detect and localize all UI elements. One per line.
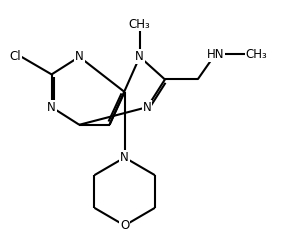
Text: CH₃: CH₃ [246, 48, 267, 61]
Text: O: O [120, 219, 129, 232]
Text: N: N [135, 50, 144, 63]
Text: Cl: Cl [10, 50, 21, 63]
Text: N: N [75, 50, 84, 63]
Text: HN: HN [206, 48, 224, 61]
Text: CH₃: CH₃ [129, 18, 151, 30]
Text: N: N [143, 101, 152, 114]
Text: N: N [120, 151, 129, 164]
Text: N: N [47, 101, 56, 114]
